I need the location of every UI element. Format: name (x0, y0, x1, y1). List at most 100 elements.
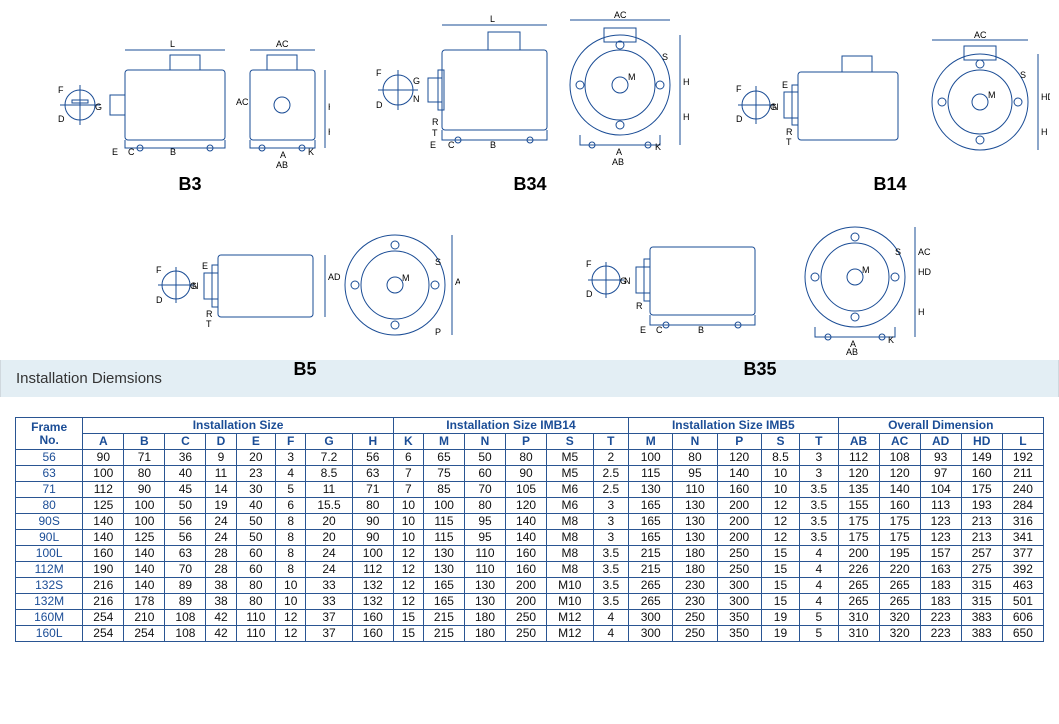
svg-text:D: D (736, 114, 743, 124)
table-cell: 200 (717, 530, 761, 546)
table-cell: 3.5 (800, 498, 838, 514)
table-cell: 4 (800, 546, 838, 562)
table-cell: 7 (393, 466, 423, 482)
table-cell: 36 (165, 450, 206, 466)
table-cell: 250 (506, 626, 547, 642)
table-cell: 80 (506, 450, 547, 466)
table-cell: 7 (393, 482, 423, 498)
table-cell: 65 (423, 450, 464, 466)
frame-no-cell: 132S (16, 578, 83, 594)
table-cell: 60 (236, 546, 276, 562)
svg-text:S: S (1020, 70, 1026, 80)
svg-text:K: K (888, 335, 894, 345)
table-cell: 132 (352, 594, 393, 610)
table-cell: 160 (352, 626, 393, 642)
table-row: 631008040112348.5637756090M52.5115951401… (16, 466, 1044, 482)
diagram-area: F D G E C B L (0, 0, 1059, 360)
table-cell: 140 (83, 514, 124, 530)
table-cell: 265 (879, 578, 920, 594)
frame-no-cell: 160M (16, 610, 83, 626)
table-cell: 125 (83, 498, 124, 514)
svg-text:R: R (432, 117, 439, 127)
table-cell: 123 (920, 530, 961, 546)
table-cell: 3 (800, 466, 838, 482)
table-cell: 183 (920, 578, 961, 594)
table-cell: 178 (124, 594, 165, 610)
table-cell: 80 (236, 594, 276, 610)
table-cell: 265 (838, 578, 879, 594)
table-cell: 112 (83, 482, 124, 498)
table-group-header: Overall Dimension (838, 418, 1043, 434)
table-cell: 3 (800, 450, 838, 466)
table-cell: 24 (206, 514, 236, 530)
table-cell: M10 (547, 594, 593, 610)
table-cell: 140 (879, 482, 920, 498)
table-cell: 316 (1002, 514, 1043, 530)
table-cell: 113 (920, 498, 961, 514)
table-row: 80125100501940615.5801010080120M63165130… (16, 498, 1044, 514)
table-cell: 4 (800, 594, 838, 610)
table-cell: 4 (800, 562, 838, 578)
table-col-header: B (124, 434, 165, 450)
table-col-header: T (800, 434, 838, 450)
svg-text:AB: AB (612, 157, 624, 167)
table-cell: 193 (961, 498, 1002, 514)
frame-no-cell: 90S (16, 514, 83, 530)
table-cell: 130 (673, 530, 717, 546)
table-cell: 315 (961, 594, 1002, 610)
table-col-header: S (547, 434, 593, 450)
table-cell: M12 (547, 626, 593, 642)
table-cell: 606 (1002, 610, 1043, 626)
table-col-header: G (306, 434, 353, 450)
diagram-label: B34 (370, 174, 690, 195)
table-cell: 80 (464, 498, 505, 514)
svg-text:E: E (640, 325, 646, 335)
table-cell: 2.5 (593, 466, 629, 482)
table-cell: M6 (547, 482, 593, 498)
table-col-header: K (393, 434, 423, 450)
svg-text:AB: AB (846, 347, 858, 355)
table-cell: 240 (1002, 482, 1043, 498)
table-cell: 110 (236, 610, 276, 626)
table-col-header: C (165, 434, 206, 450)
table-cell: 650 (1002, 626, 1043, 642)
table-cell: 100 (83, 466, 124, 482)
table-cell: 175 (961, 482, 1002, 498)
table-cell: 155 (838, 498, 879, 514)
table-cell: 160 (879, 498, 920, 514)
table-cell: 5 (800, 626, 838, 642)
table-cell: 40 (165, 466, 206, 482)
table-cell: 85 (423, 482, 464, 498)
table-cell: 104 (920, 482, 961, 498)
dimension-table: FrameNo.Installation SizeInstallation Si… (15, 417, 1044, 642)
table-cell: 37 (306, 626, 353, 642)
table-col-header: AD (920, 434, 961, 450)
svg-text:R: R (206, 309, 213, 319)
table-col-header: D (206, 434, 236, 450)
table-cell: 12 (276, 626, 306, 642)
svg-text:HD: HD (918, 267, 931, 277)
table-cell: M12 (547, 610, 593, 626)
table-cell: 14 (206, 482, 236, 498)
table-cell: 24 (306, 546, 353, 562)
svg-text:D: D (156, 295, 163, 305)
svg-text:E: E (430, 140, 436, 150)
table-cell: 175 (879, 530, 920, 546)
table-cell: 501 (1002, 594, 1043, 610)
table-cell: 10 (761, 466, 799, 482)
diagram-b34: F D G N E C B R T L (370, 10, 690, 195)
table-cell: 392 (1002, 562, 1043, 578)
svg-text:H: H (1041, 127, 1048, 137)
table-cell: 160 (83, 546, 124, 562)
table-cell: 383 (961, 610, 1002, 626)
svg-text:F: F (156, 265, 162, 275)
table-cell: 50 (236, 514, 276, 530)
diagram-b5: F D G E N R T AD M S (150, 225, 460, 380)
table-cell: 165 (629, 530, 673, 546)
table-cell: 200 (506, 594, 547, 610)
table-cell: 165 (423, 594, 464, 610)
table-cell: 4 (800, 578, 838, 594)
table-cell: 216 (83, 578, 124, 594)
table-cell: 315 (961, 578, 1002, 594)
table-cell: 180 (464, 626, 505, 642)
